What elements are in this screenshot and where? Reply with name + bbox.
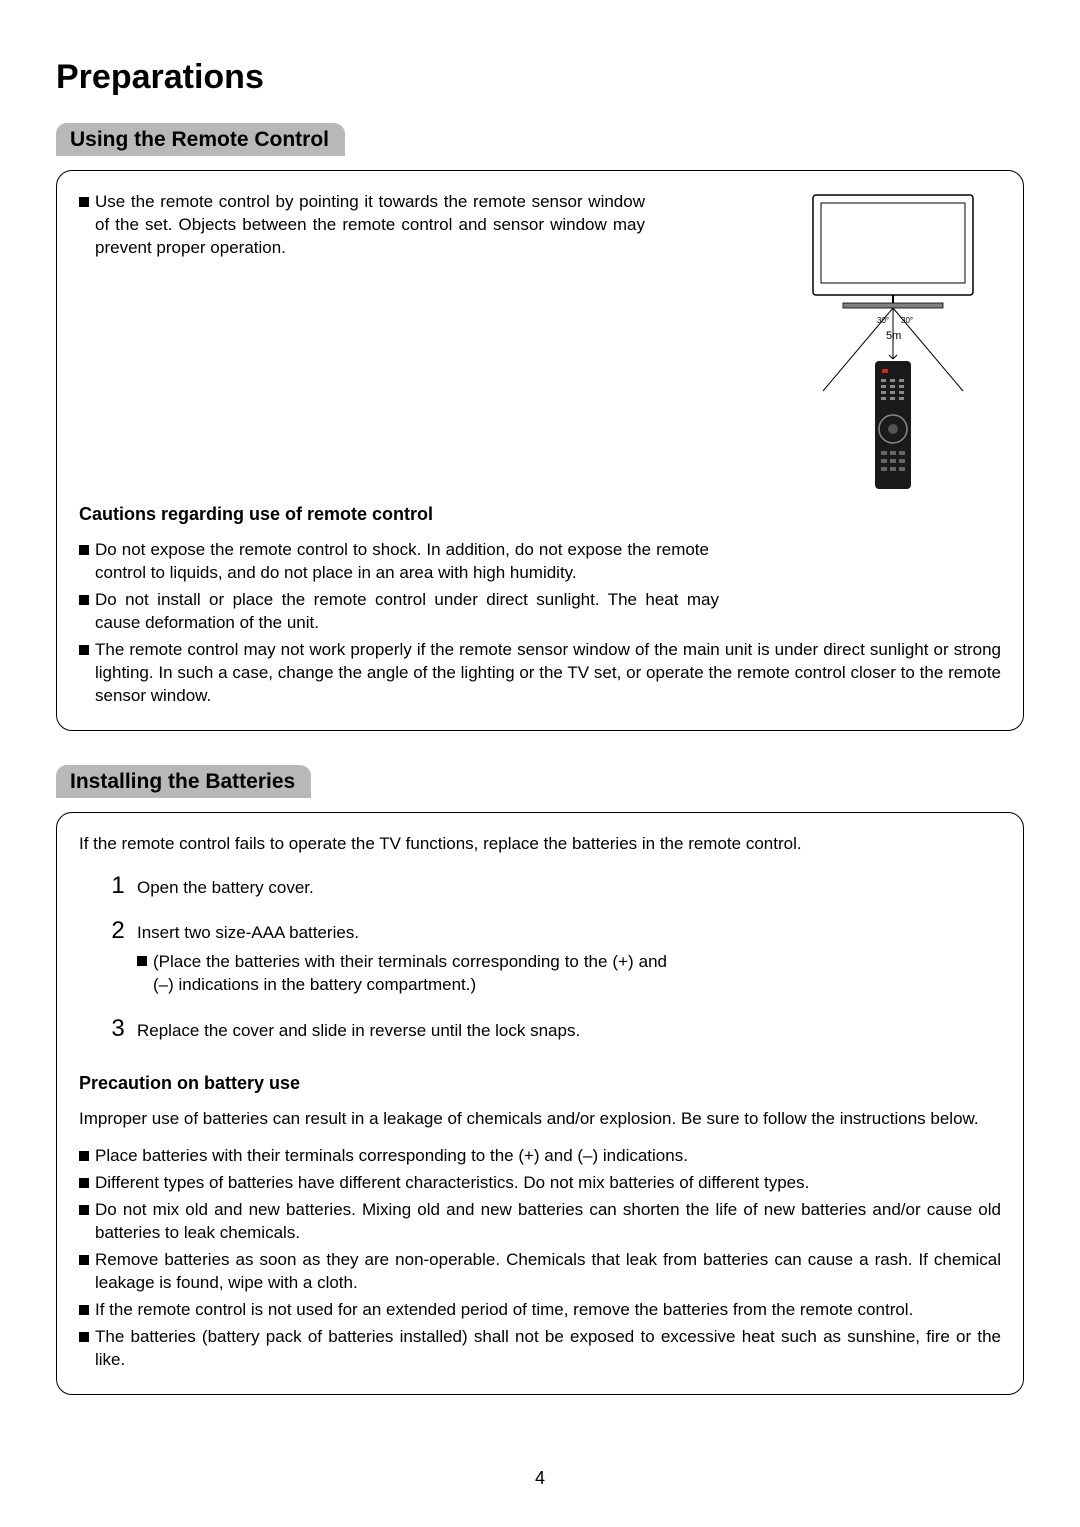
step-text: Replace the cover and slide in reverse u… bbox=[137, 1017, 1001, 1043]
section-header-remote: Using the Remote Control bbox=[56, 123, 345, 156]
bullet-icon bbox=[79, 595, 89, 605]
step-text: Insert two size-AAA batteries. bbox=[137, 923, 359, 942]
caution-item: Do not install or place the remote contr… bbox=[95, 589, 719, 635]
step-sub-text: (Place the batteries with their terminal… bbox=[153, 951, 667, 997]
bullet-icon bbox=[137, 956, 147, 966]
step-number: 3 bbox=[109, 1017, 127, 1041]
bullet-icon bbox=[79, 1205, 89, 1215]
batteries-box: If the remote control fails to operate t… bbox=[56, 812, 1024, 1395]
cautions-heading: Cautions regarding use of remote control bbox=[79, 504, 1001, 525]
section-header-batteries: Installing the Batteries bbox=[56, 765, 311, 798]
precaution-item: Place batteries with their terminals cor… bbox=[95, 1145, 1001, 1168]
bullet-icon bbox=[79, 545, 89, 555]
bullet-icon bbox=[79, 1255, 89, 1265]
batteries-intro: If the remote control fails to operate t… bbox=[79, 833, 1001, 856]
step-number: 2 bbox=[109, 919, 127, 943]
angle-left-label: 30° bbox=[877, 316, 889, 325]
bullet-icon bbox=[79, 1151, 89, 1161]
bullet-icon bbox=[79, 645, 89, 655]
step-item: 3 Replace the cover and slide in reverse… bbox=[109, 1017, 1001, 1043]
precaution-item: Different types of batteries have differ… bbox=[95, 1172, 1001, 1195]
remote-diagram: 30° 30° 5m bbox=[791, 191, 1001, 496]
bullet-icon bbox=[79, 1305, 89, 1315]
remote-intro-text: Use the remote control by pointing it to… bbox=[95, 191, 645, 260]
caution-item: The remote control may not work properly… bbox=[95, 639, 1001, 708]
page-title: Preparations bbox=[56, 58, 1024, 97]
bullet-icon bbox=[79, 197, 89, 207]
precaution-item: Do not mix old and new batteries. Mixing… bbox=[95, 1199, 1001, 1245]
page-number: 4 bbox=[0, 1468, 1080, 1489]
bullet-icon bbox=[79, 1332, 89, 1342]
tv-remote-diagram-icon: 30° 30° 5m bbox=[791, 191, 1001, 491]
step-number: 1 bbox=[109, 874, 127, 898]
angle-right-label: 30° bbox=[901, 316, 913, 325]
step-item: 1 Open the battery cover. bbox=[109, 874, 1001, 900]
precaution-intro: Improper use of batteries can result in … bbox=[79, 1108, 1001, 1131]
precaution-item: If the remote control is not used for an… bbox=[95, 1299, 1001, 1322]
remote-control-box: 30° 30° 5m bbox=[56, 170, 1024, 731]
bullet-icon bbox=[79, 1178, 89, 1188]
distance-label: 5m bbox=[886, 330, 901, 342]
step-item: 2 Insert two size-AAA batteries. (Place … bbox=[109, 919, 1001, 997]
precaution-item: Remove batteries as soon as they are non… bbox=[95, 1249, 1001, 1295]
caution-item: Do not expose the remote control to shoc… bbox=[95, 539, 709, 585]
precaution-item: The batteries (battery pack of batteries… bbox=[95, 1326, 1001, 1372]
precaution-heading: Precaution on battery use bbox=[79, 1073, 1001, 1094]
step-text: Open the battery cover. bbox=[137, 874, 1001, 900]
step-list: 1 Open the battery cover. 2 Insert two s… bbox=[109, 874, 1001, 1044]
